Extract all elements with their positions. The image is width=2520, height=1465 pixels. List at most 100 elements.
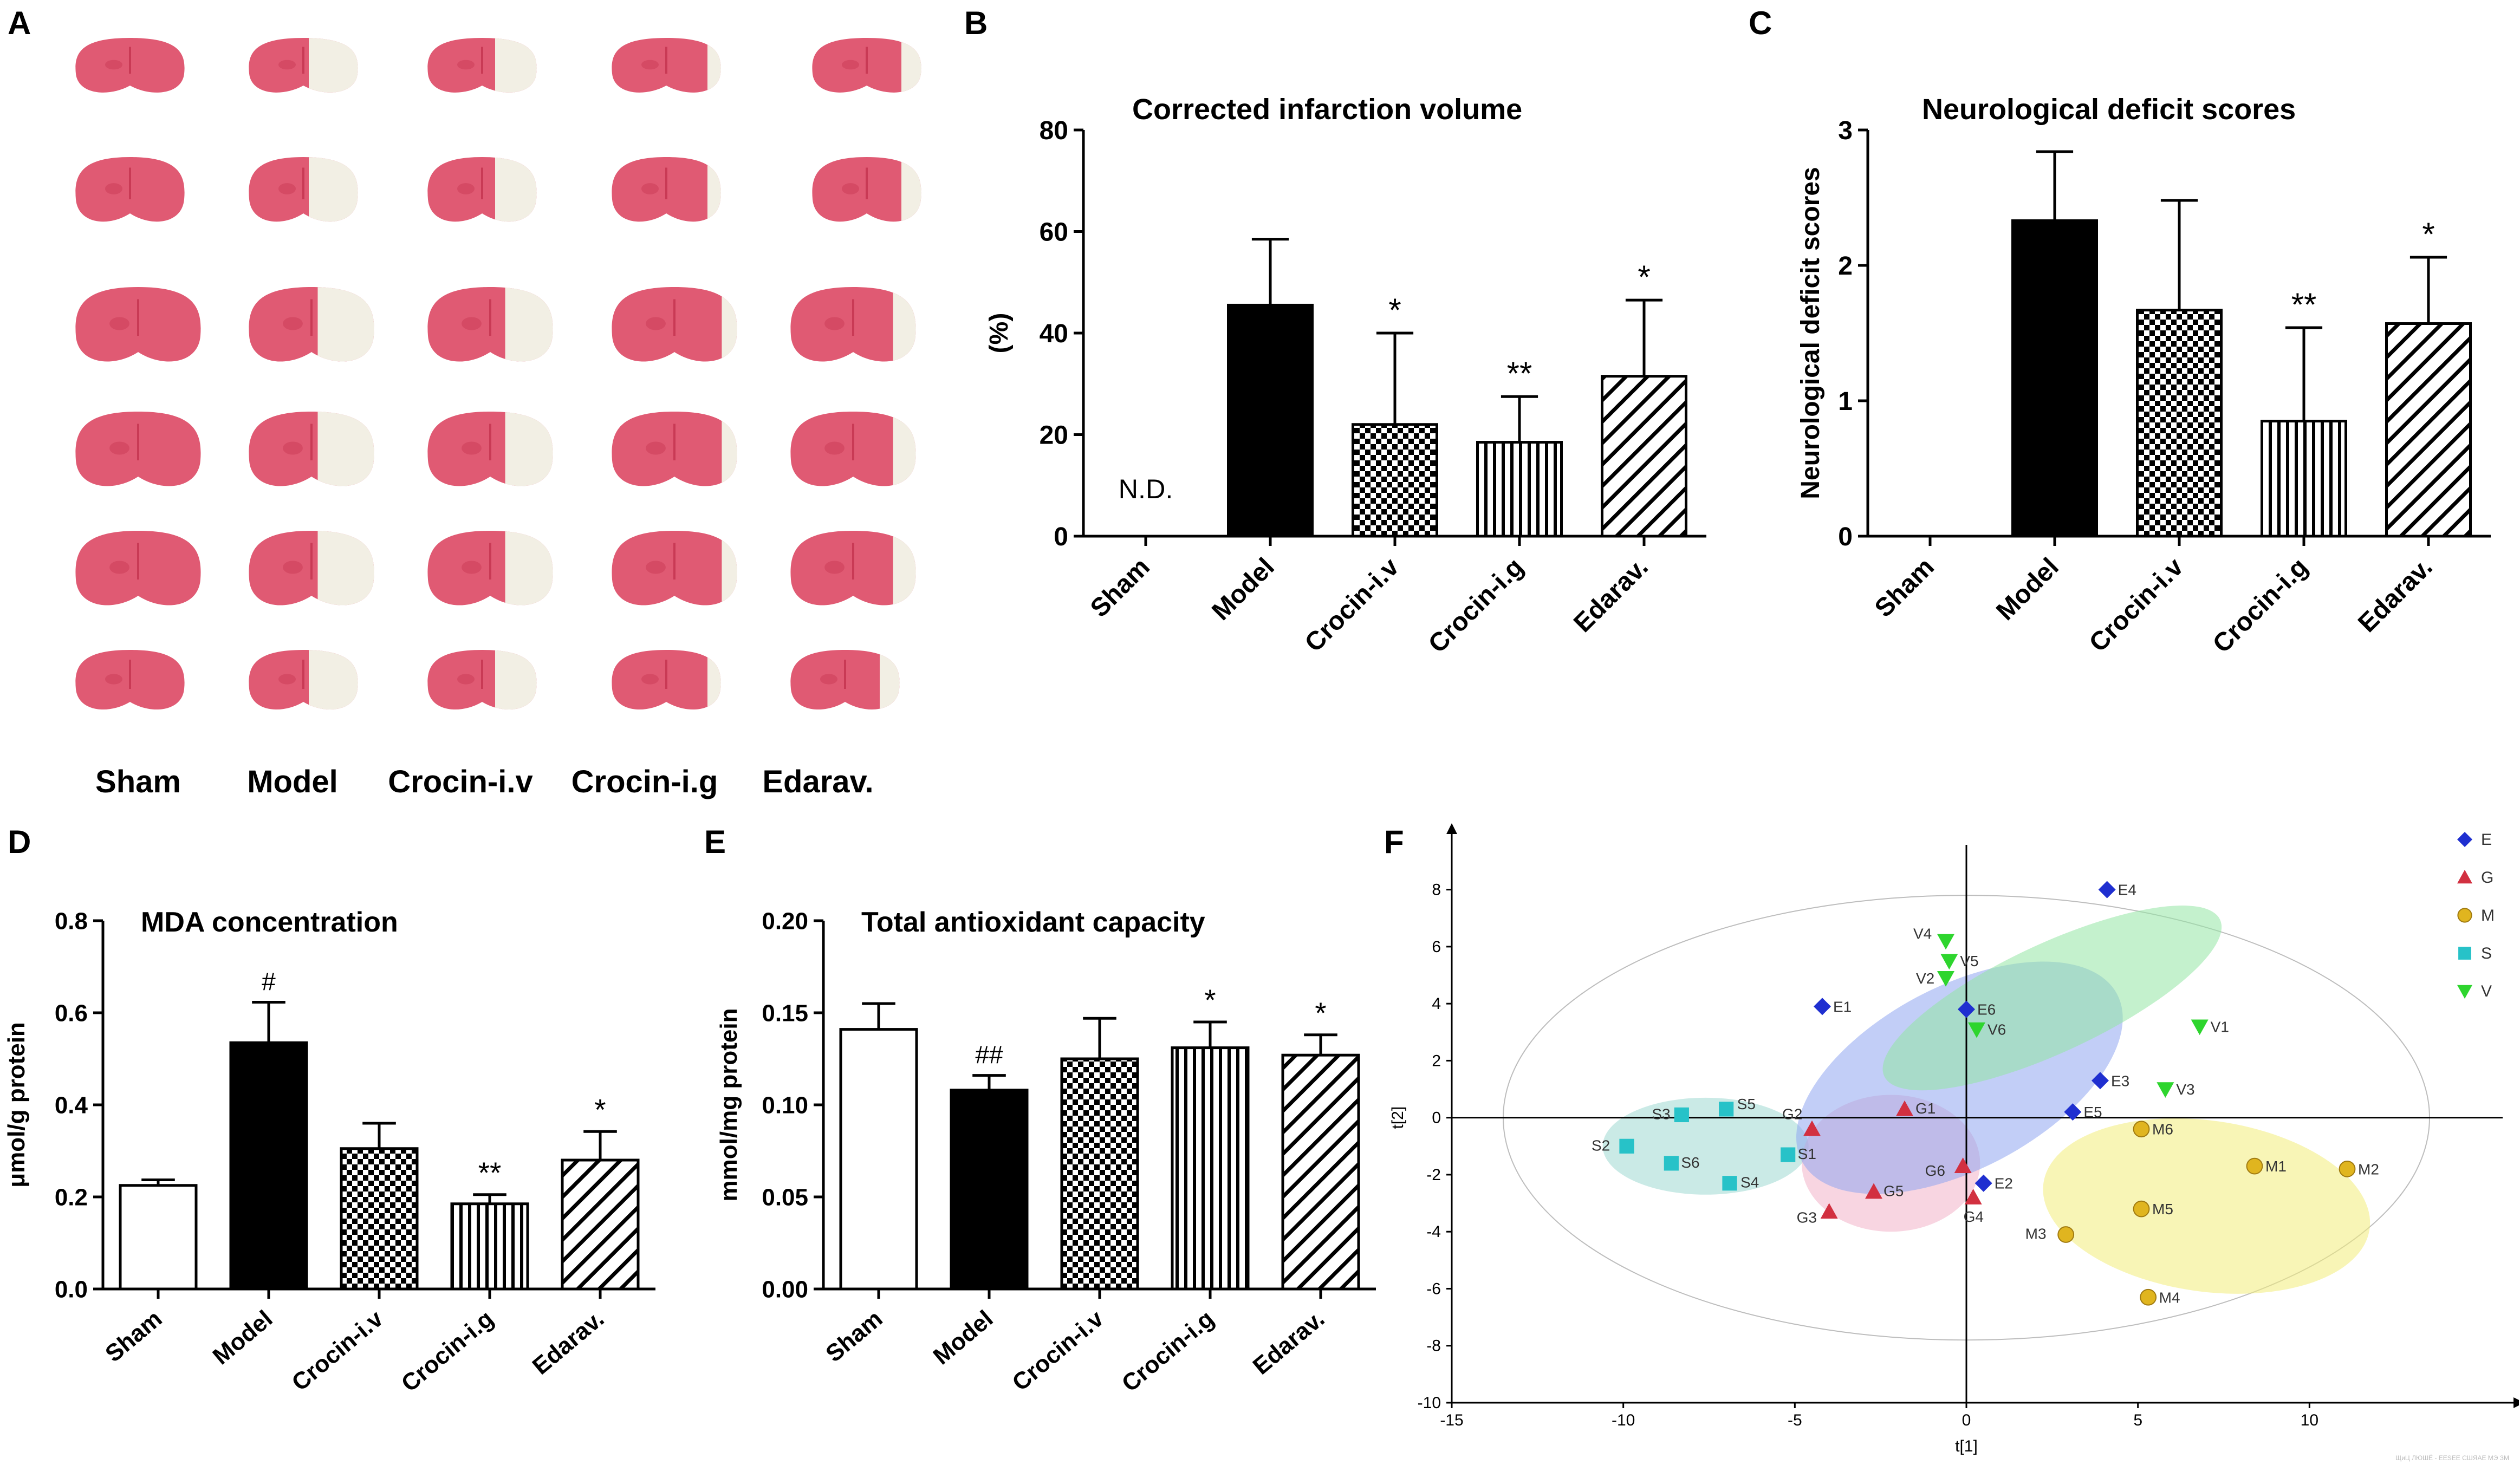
brain-ventricle [820,674,837,685]
brain-section-photo [612,287,737,362]
brain-ventricle [462,561,482,574]
point-label: S2 [1592,1137,1610,1154]
category-label: Edarav. [1248,1305,1330,1380]
brain-section-label: Sham [95,764,181,799]
y-tick-label: 0.6 [55,1000,88,1026]
group-ellipse-v [1882,906,2222,1091]
legend-marker-v [2457,985,2472,999]
infarct-region [880,650,900,710]
brain-section-photo [249,650,358,710]
brain-section-photo [249,531,374,605]
brain-section-grid [70,22,921,769]
point-label: M5 [2152,1201,2173,1217]
y-tick-label: 0 [1432,1109,1441,1127]
infarct-region [901,157,921,222]
point-label: V6 [1988,1021,2006,1038]
point-g6 [1954,1157,1972,1173]
point-s3 [1674,1107,1689,1123]
category-label: Sham [1869,552,1940,623]
point-label: M1 [2265,1158,2287,1175]
infarct-region [495,157,537,222]
bar [1601,375,1687,538]
legend-marker-e [2457,832,2472,847]
brain-ventricle [641,183,659,194]
point-label: S3 [1652,1105,1670,1122]
point-label: E5 [2083,1104,2102,1121]
point-v1 [2191,1019,2209,1036]
bar [1060,1057,1139,1291]
category-label: Edarav. [528,1305,609,1380]
category-label: Model [208,1305,278,1370]
point-label: S5 [1737,1096,1756,1112]
point-label: G2 [1782,1106,1802,1123]
point-v3 [2157,1082,2174,1098]
point-label: E2 [1995,1175,2013,1192]
brain-ventricle [824,561,845,574]
brain-section-photo [249,287,374,362]
brain-section-photo [790,412,916,486]
brain-section-photo [812,38,921,93]
category-label: Sham [100,1305,167,1368]
point-s5 [1719,1102,1734,1117]
brain-section-photo [427,157,537,222]
infarct-region [707,650,721,710]
point-v4 [1937,934,1954,950]
point-e2 [1975,1174,1992,1192]
brain-section-photo [75,650,185,710]
point-label: S1 [1798,1145,1816,1162]
bar [340,1147,419,1291]
point-g1 [1896,1100,1913,1116]
panel-letter-d: D [8,824,31,860]
brain-ventricle [109,441,129,455]
bar [119,1184,198,1291]
chart-title: Total antioxidant capacity [861,907,1205,938]
infarct-region [707,157,721,222]
chart-antioxidant-capacity: Total antioxidant capacity mmol/mg protei… [716,907,1376,1397]
infarct-region [309,38,358,93]
brain-ventricle [842,60,859,70]
infarct-region [317,287,374,362]
point-m2 [2339,1161,2356,1177]
y-tick-label: 2 [1838,252,1853,281]
brain-ventricle [646,317,666,330]
brain-section-photo [612,38,721,93]
brain-ventricle [109,317,129,330]
infarct-region [893,531,916,605]
x-tick-label: 0 [1962,1411,1971,1429]
category-label: Edarav. [1568,552,1654,638]
brain-ventricle [646,441,666,455]
category-label: Sham [821,1305,887,1368]
category-label: Model [928,1305,998,1370]
chart-neurological-scores: Neurological deficit scores Neurological … [1796,93,2491,659]
bar [2385,322,2472,538]
infarct-region [309,157,358,222]
point-label: V1 [2211,1018,2229,1035]
brain-section-photo [790,287,916,362]
chart-mda-concentration: MDA concentration μmol/g protein 0.0 0.2 0.4… [3,907,655,1397]
y-tick-label: 0.0 [55,1276,88,1303]
brain-ventricle [842,183,859,194]
category-label: Crocin-i.v [1007,1305,1108,1396]
y-tick-label: 0.05 [762,1184,808,1210]
point-m5 [2133,1200,2150,1217]
significance-marker: * [1638,259,1650,295]
y-tick-label: -8 [1426,1337,1441,1355]
y-tick-label: 1 [1838,387,1853,416]
brain-section-photo [75,157,185,222]
brain-section-photo [812,157,921,222]
brain-ventricle [105,60,122,70]
point-label: E6 [1977,1001,1996,1018]
brain-ventricle [457,674,475,685]
brain-ventricle [278,183,296,194]
chart-title: Neurological deficit scores [1922,93,2296,126]
brain-section-label: Model [247,764,338,799]
point-label: G5 [1883,1183,1904,1200]
point-m3 [2057,1226,2075,1243]
brain-section-photo [427,412,553,486]
point-label: G6 [1925,1162,1945,1179]
bar [1227,303,1314,538]
y-tick-label: 0 [1054,523,1068,551]
bar [1352,423,1438,538]
bar [950,1089,1029,1291]
significance-marker: # [262,967,276,995]
